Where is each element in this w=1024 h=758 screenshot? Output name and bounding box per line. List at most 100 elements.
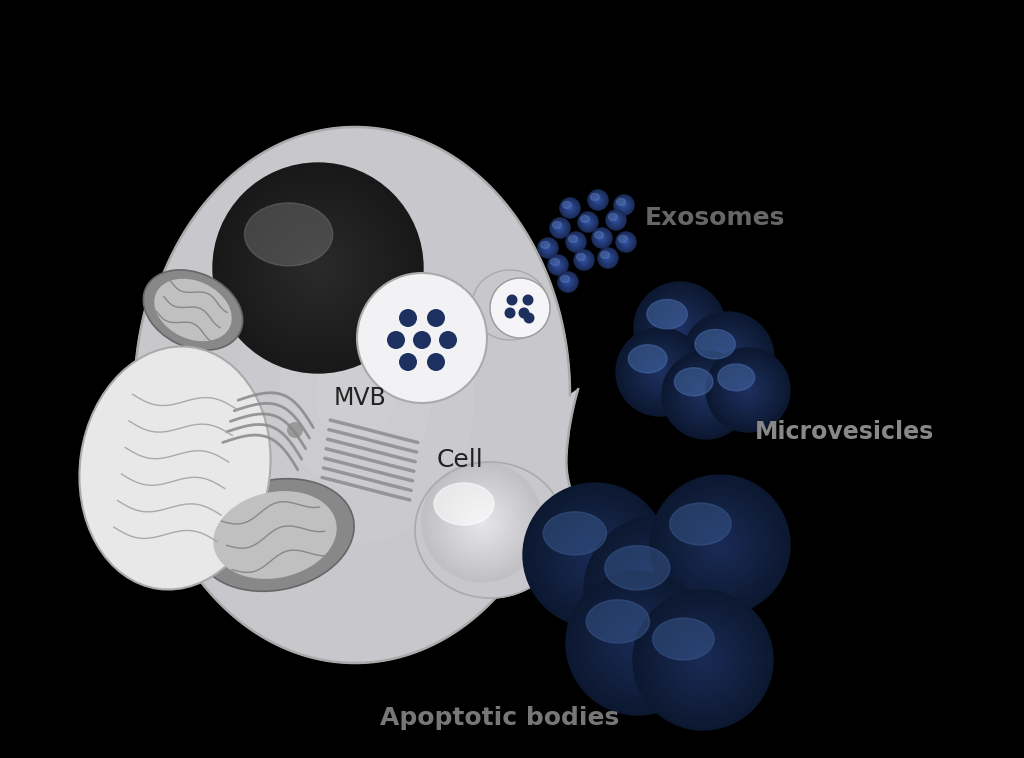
Circle shape	[601, 606, 675, 680]
Circle shape	[606, 538, 710, 642]
Circle shape	[653, 478, 786, 612]
Circle shape	[654, 586, 662, 594]
Circle shape	[574, 534, 615, 575]
Circle shape	[625, 241, 627, 243]
Circle shape	[621, 202, 627, 208]
Circle shape	[631, 563, 685, 617]
Circle shape	[590, 595, 686, 691]
Circle shape	[604, 255, 611, 262]
Circle shape	[630, 562, 686, 619]
Circle shape	[616, 548, 700, 632]
Circle shape	[555, 223, 565, 233]
Circle shape	[538, 497, 652, 612]
Circle shape	[567, 233, 585, 250]
Circle shape	[710, 352, 786, 428]
Circle shape	[589, 190, 607, 209]
Circle shape	[598, 234, 606, 242]
Circle shape	[611, 616, 665, 669]
Circle shape	[684, 641, 722, 678]
Circle shape	[259, 209, 377, 327]
Circle shape	[544, 243, 553, 252]
Circle shape	[558, 518, 632, 592]
Circle shape	[711, 340, 745, 375]
Text: Microvesicles: Microvesicles	[755, 420, 934, 444]
Circle shape	[588, 520, 728, 660]
Circle shape	[612, 216, 620, 224]
Ellipse shape	[647, 299, 687, 329]
Circle shape	[565, 525, 625, 585]
Circle shape	[562, 200, 578, 216]
Circle shape	[675, 364, 737, 426]
Circle shape	[599, 236, 604, 240]
Circle shape	[587, 221, 589, 223]
Circle shape	[596, 601, 680, 685]
Ellipse shape	[80, 346, 270, 590]
Circle shape	[574, 579, 701, 706]
Circle shape	[600, 532, 716, 648]
Circle shape	[664, 352, 749, 437]
Circle shape	[542, 242, 554, 254]
Ellipse shape	[551, 258, 559, 265]
Circle shape	[590, 192, 606, 208]
Circle shape	[618, 330, 701, 413]
Circle shape	[699, 389, 712, 401]
Circle shape	[722, 364, 774, 416]
Circle shape	[663, 311, 697, 346]
Circle shape	[654, 366, 667, 378]
Circle shape	[621, 237, 631, 247]
Circle shape	[265, 215, 371, 321]
Circle shape	[693, 518, 746, 572]
Circle shape	[688, 377, 724, 412]
Circle shape	[451, 490, 513, 553]
Circle shape	[592, 551, 599, 559]
Circle shape	[726, 356, 730, 360]
Circle shape	[640, 597, 766, 723]
Circle shape	[387, 331, 406, 349]
Circle shape	[589, 549, 601, 561]
Circle shape	[464, 504, 500, 540]
Circle shape	[440, 480, 524, 564]
Circle shape	[689, 646, 717, 674]
Circle shape	[241, 190, 395, 346]
Circle shape	[213, 163, 423, 373]
Circle shape	[711, 536, 729, 554]
Circle shape	[686, 315, 770, 400]
Circle shape	[564, 202, 575, 214]
Circle shape	[471, 512, 493, 533]
Circle shape	[633, 565, 683, 615]
Circle shape	[581, 257, 587, 263]
Circle shape	[669, 626, 737, 694]
Circle shape	[596, 198, 600, 202]
Ellipse shape	[675, 368, 713, 396]
Circle shape	[551, 219, 569, 237]
Circle shape	[580, 214, 597, 230]
Circle shape	[697, 327, 759, 388]
Circle shape	[705, 393, 708, 396]
Circle shape	[614, 619, 662, 667]
Circle shape	[642, 600, 764, 721]
Circle shape	[617, 199, 631, 211]
Circle shape	[712, 341, 744, 374]
Circle shape	[611, 543, 705, 637]
Circle shape	[625, 630, 651, 656]
Circle shape	[626, 337, 694, 406]
Ellipse shape	[553, 221, 561, 228]
Circle shape	[563, 201, 577, 215]
Circle shape	[706, 531, 734, 559]
Circle shape	[616, 233, 636, 252]
Circle shape	[565, 203, 574, 212]
Circle shape	[675, 632, 731, 688]
Circle shape	[622, 626, 654, 659]
Circle shape	[729, 371, 767, 409]
Circle shape	[590, 522, 726, 658]
Circle shape	[558, 226, 562, 230]
Circle shape	[564, 278, 571, 286]
Circle shape	[647, 359, 673, 385]
Circle shape	[637, 594, 769, 726]
Circle shape	[590, 192, 606, 208]
Circle shape	[637, 349, 683, 395]
Circle shape	[554, 222, 566, 234]
Circle shape	[668, 356, 744, 434]
Circle shape	[583, 587, 693, 698]
Circle shape	[435, 475, 528, 568]
